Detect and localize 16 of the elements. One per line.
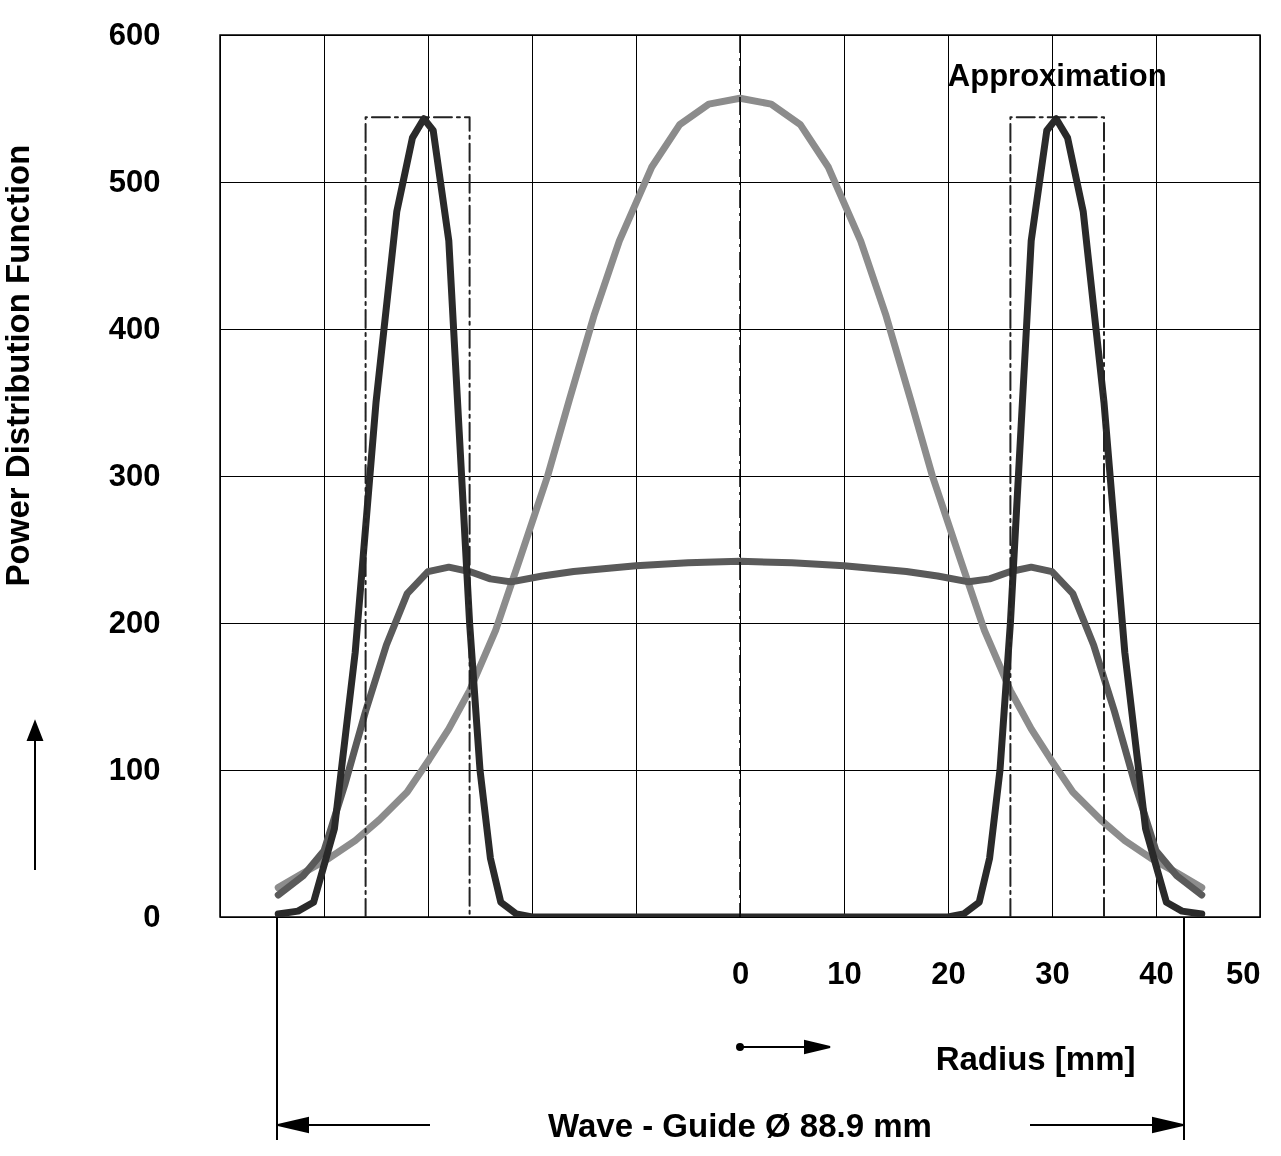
y-tick-label: 100: [108, 751, 161, 787]
x-tick-label: 50: [1226, 955, 1261, 991]
y-tick-label: 200: [108, 604, 161, 640]
y-tick-label: 0: [143, 898, 161, 934]
y-axis-title: Power Distribution Function: [0, 144, 36, 587]
x-tick-label: 20: [931, 955, 966, 991]
x-tick-label: 40: [1139, 955, 1174, 991]
x-tick-label: 30: [1035, 955, 1070, 991]
y-tick-label: 500: [108, 163, 161, 199]
x-tick-label: 10: [827, 955, 862, 991]
y-tick-label: 300: [108, 457, 161, 493]
x-tick-label: 0: [731, 955, 750, 991]
text: Wave - Guide Ø 88.9 mm: [548, 1107, 932, 1144]
y-tick-label: 600: [108, 16, 161, 52]
y-tick-label: 400: [108, 310, 161, 346]
x-axis-title: Radius [mm]: [935, 1039, 1136, 1077]
